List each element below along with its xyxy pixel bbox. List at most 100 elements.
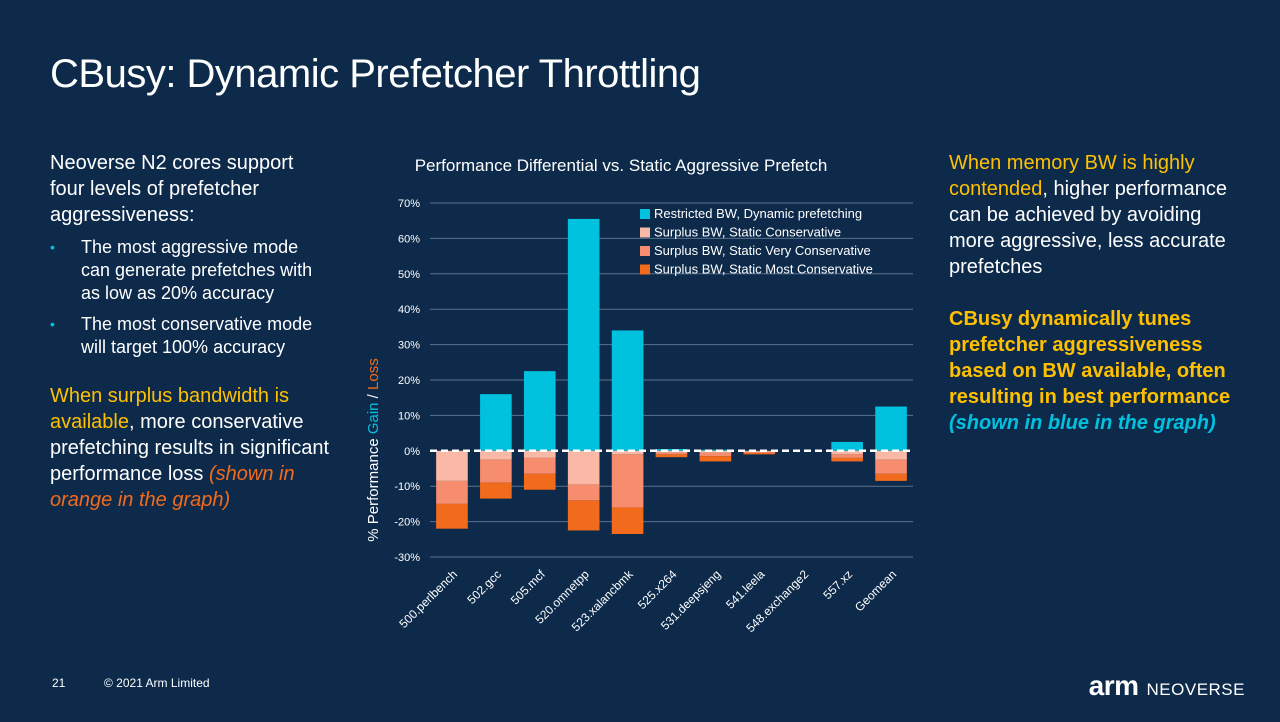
bullet-item: • The most aggressive mode can generate p… — [50, 236, 330, 305]
bar-static-very-conservative — [523, 457, 556, 474]
surplus-note: (shown in orange in the graph) — [50, 463, 295, 511]
bar-dynamic-prefetching — [699, 449, 732, 451]
x-tick-label: 557.xz — [820, 567, 855, 602]
x-tick-labels: 500.perlbench 502.gcc 505.mcf520.omnetpp52… — [396, 567, 899, 636]
x-tick-label: 505.mcf — [508, 567, 549, 608]
x-tick-label: 502.gcc — [464, 567, 504, 607]
bar-static-conservative — [831, 450, 863, 455]
bar-dynamic-prefetching — [611, 330, 644, 451]
x-tick-label: 541.leela — [723, 567, 768, 612]
contended-text: , higher performance can be achieved by … — [949, 178, 1227, 278]
bar-dynamic-prefetching — [655, 449, 688, 451]
x-tick-label: 525.x264 — [635, 567, 680, 612]
bar-static-most-conservative — [743, 452, 776, 455]
bar-static-most-conservative — [567, 500, 600, 531]
bar-static-conservative — [567, 450, 600, 485]
bullet-icon: • — [50, 239, 55, 255]
bar-static-very-conservative — [743, 451, 776, 453]
surplus-highlight: When surplus bandwidth is available — [50, 385, 290, 433]
surplus-text: , more conservative prefetching results … — [50, 411, 330, 485]
y-axis-label: % Performance Gain / Loss — [365, 358, 382, 541]
bar-dynamic-prefetching — [480, 394, 512, 451]
y-tick-label: 60% — [398, 233, 420, 245]
bar-static-most-conservative — [611, 507, 644, 534]
y-axis-label-prefix: % Performance — [365, 434, 382, 542]
bar-static-conservative — [611, 450, 644, 455]
bar-static-conservative — [480, 450, 512, 460]
bar-dynamic-prefetching — [523, 371, 556, 451]
x-tick-label: Geomean — [852, 567, 899, 614]
arm-neoverse-logo: arm NEOVERSE — [1089, 670, 1245, 702]
bar-static-very-conservative — [699, 452, 732, 457]
y-tick-label: -20% — [394, 517, 420, 529]
bullet-text: The most conservative mode will target 1… — [81, 314, 313, 357]
grid-lines — [430, 202, 913, 558]
x-tick-label: 500.perlbench — [396, 567, 460, 631]
bars — [436, 218, 907, 534]
contended-highlight: When memory BW is highly contended — [949, 152, 1195, 200]
bar-static-conservative — [875, 450, 907, 460]
bar-dynamic-prefetching — [567, 218, 600, 451]
bar-static-very-conservative — [567, 484, 600, 501]
bar-static-conservative — [743, 450, 776, 452]
bar-static-conservative — [436, 450, 468, 481]
y-axis-label-gain: Gain — [365, 402, 382, 434]
left-text-column: Neoverse N2 cores support four levels of… — [50, 150, 330, 513]
y-axis-label-sep: / — [365, 390, 382, 403]
bar-static-conservative — [699, 450, 732, 453]
bullet-list: • The most aggressive mode can generate p… — [50, 236, 330, 359]
y-tick-labels: -30% -20% -10% 0% 10% 20% 30% 40% 50% 60% 70% — [394, 198, 420, 564]
legend: Restricted BW, Dynamic prefetching Surplu… — [640, 206, 873, 277]
y-tick-label: 70% — [398, 198, 420, 210]
performance-chart: Performance Differential vs. Static Aggr… — [365, 156, 913, 636]
bar-static-very-conservative — [480, 459, 512, 483]
y-tick-label: 0% — [404, 446, 420, 458]
bullet-item: • The most conservative mode will target … — [50, 313, 330, 359]
y-tick-label: -30% — [394, 552, 420, 564]
legend-swatch — [640, 227, 650, 238]
legend-label: Surplus BW, Static Most Conservative — [654, 262, 873, 277]
bar-dynamic-prefetching — [831, 441, 863, 451]
y-tick-label: 40% — [398, 304, 420, 316]
y-tick-label: 50% — [398, 269, 420, 281]
cbusy-paragraph: CBusy dynamically tunes prefetcher aggre… — [949, 306, 1249, 436]
neoverse-logo-text: NEOVERSE — [1146, 680, 1245, 699]
legend-swatch — [640, 246, 650, 256]
surplus-paragraph: When surplus bandwidth is available, mor… — [50, 383, 330, 513]
cbusy-note: (shown in blue in the graph) — [949, 412, 1216, 434]
right-text-column: When memory BW is highly contended, high… — [949, 150, 1249, 436]
bar-static-very-conservative — [831, 454, 863, 458]
intro-text: Neoverse N2 cores support four levels of… — [50, 152, 294, 226]
cbusy-text: CBusy dynamically tunes prefetcher aggre… — [949, 308, 1231, 408]
arm-logo-text: arm — [1088, 670, 1139, 701]
legend-label: Restricted BW, Dynamic prefetching — [654, 206, 862, 221]
bar-static-very-conservative — [655, 452, 688, 455]
legend-swatch — [640, 264, 650, 275]
contended-paragraph: When memory BW is highly contended, high… — [949, 150, 1249, 280]
chart-title: Performance Differential vs. Static Aggr… — [415, 156, 828, 175]
copyright: © 2021 Arm Limited — [104, 676, 210, 690]
legend-swatch — [640, 209, 650, 219]
y-tick-label: 10% — [398, 410, 420, 422]
bar-static-most-conservative — [523, 473, 556, 490]
bar-static-very-conservative — [436, 480, 468, 504]
bar-static-conservative — [655, 450, 688, 453]
bullet-icon: • — [50, 316, 55, 332]
bar-static-most-conservative — [436, 503, 468, 529]
bar-dynamic-prefetching — [875, 406, 907, 451]
legend-label: Surplus BW, Static Conservative — [654, 225, 841, 240]
slide-title: CBusy: Dynamic Prefetcher Throttling — [50, 52, 701, 96]
bar-static-most-conservative — [831, 457, 863, 462]
bar-static-most-conservative — [655, 454, 688, 458]
page-number: 21 — [52, 676, 66, 690]
bar-static-very-conservative — [875, 459, 907, 474]
bar-static-most-conservative — [699, 456, 732, 462]
bar-static-conservative — [523, 450, 556, 458]
legend-label: Surplus BW, Static Very Conservative — [654, 243, 871, 258]
y-axis-label-loss: Loss — [365, 358, 382, 390]
y-tick-label: 30% — [398, 340, 420, 352]
y-tick-label: 20% — [398, 375, 420, 387]
bar-static-most-conservative — [480, 482, 512, 499]
bar-static-very-conservative — [611, 454, 644, 508]
bar-static-most-conservative — [875, 473, 907, 481]
